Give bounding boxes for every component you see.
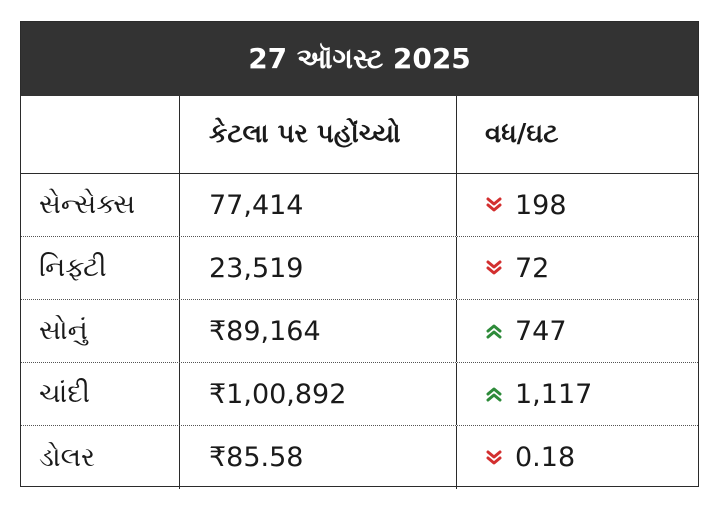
row-change: 747	[515, 315, 567, 347]
row-name: સેન્સેક્સ	[39, 189, 136, 220]
row-level: ₹89,164	[179, 300, 456, 362]
row-name: નિફ્ટી	[39, 252, 107, 283]
double-chevron-up-icon	[485, 322, 503, 340]
row-change: 198	[515, 189, 567, 221]
row-name: ડોલર	[39, 441, 95, 473]
table-row: નિફ્ટી 23,519 72	[21, 237, 698, 300]
double-chevron-down-icon	[485, 449, 503, 467]
header-level: કેટલા પર પહોંચ્યો	[179, 96, 456, 173]
row-change: 72	[515, 252, 550, 284]
row-change-cell: 72	[456, 237, 698, 299]
row-level: ₹85.58	[179, 426, 456, 489]
table-row: સેન્સેક્સ 77,414 198	[21, 174, 698, 237]
header-row: કેટલા પર પહોંચ્યો વધ/ઘટ	[21, 96, 698, 174]
table-row: ડોલર ₹85.58 0.18	[21, 426, 698, 489]
row-name: સોનું	[39, 315, 88, 346]
row-change-cell: 747	[456, 300, 698, 362]
table-row: સોનું ₹89,164 747	[21, 300, 698, 363]
market-table: 27 ઑગસ્ટ 2025 કેટલા પર પહોંચ્યો વધ/ઘટ સે…	[20, 21, 699, 489]
row-change: 0.18	[515, 442, 576, 473]
double-chevron-up-icon	[485, 385, 503, 403]
row-level: ₹1,00,892	[179, 363, 456, 425]
double-chevron-down-icon	[485, 196, 503, 214]
table-row: ચાંદી ₹1,00,892 1,117	[21, 363, 698, 426]
header-name	[21, 96, 179, 173]
row-change-cell: 198	[456, 174, 698, 236]
double-chevron-down-icon	[485, 259, 503, 277]
row-change-cell: 0.18	[456, 426, 698, 489]
row-level: 77,414	[179, 174, 456, 236]
row-change-cell: 1,117	[456, 363, 698, 425]
table-title: 27 ઑગસ્ટ 2025	[21, 22, 698, 96]
header-change: વધ/ઘટ	[456, 96, 698, 173]
row-change: 1,117	[515, 378, 593, 410]
row-level: 23,519	[179, 237, 456, 299]
row-name: ચાંદી	[39, 378, 91, 409]
